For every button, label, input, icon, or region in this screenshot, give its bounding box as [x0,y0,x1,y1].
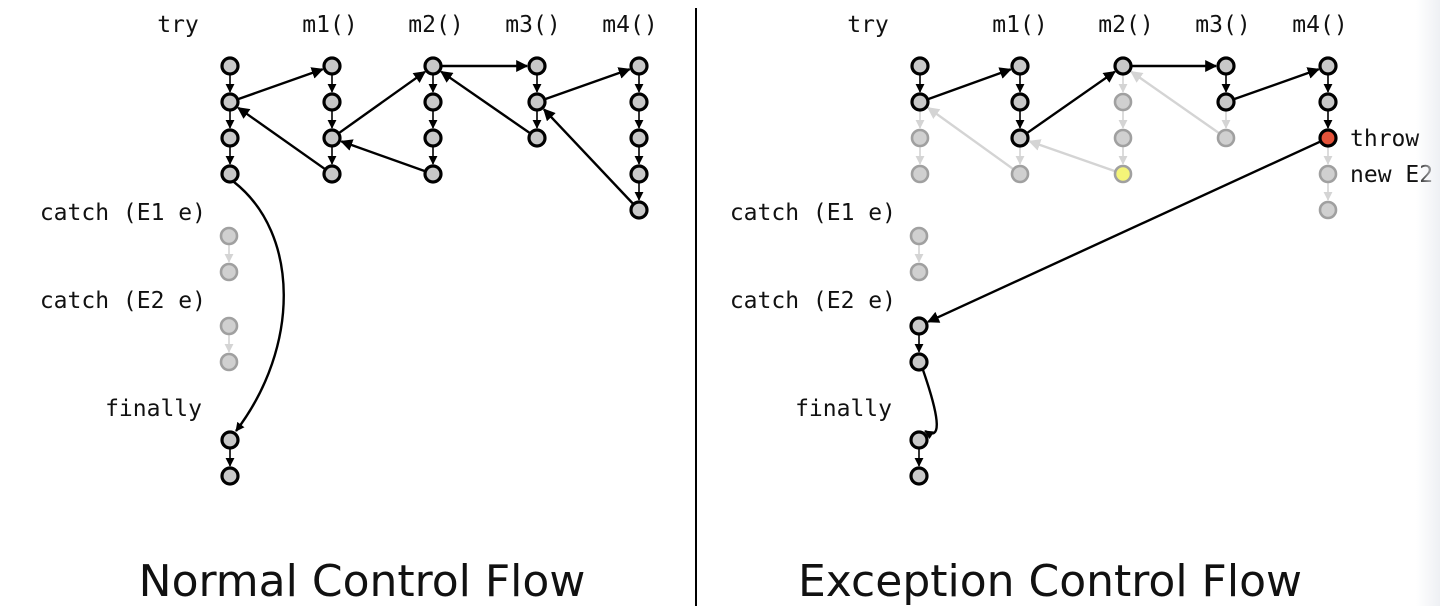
node-m4-2 [629,128,649,148]
node-finally-1 [909,466,929,486]
label-catch-e2: catch (E2 e) [730,288,896,314]
node-m4-0 [629,56,649,76]
node-m4-4 [1318,200,1338,220]
node-m3-1 [1216,92,1236,112]
panel-exception-control-flow: try m1() m2() m3() m4() catch (E1 e) cat… [730,12,1433,606]
node-m1-0 [1010,56,1030,76]
node-catch2-0 [909,316,929,336]
node-try-3 [220,164,240,184]
window-edge [1416,0,1440,606]
node-m1-2 [322,128,342,148]
edge-m3-1-to-m4-0 [545,67,631,101]
annotation-throw: throw [1350,126,1419,152]
edge-m2-3-to-m1-2 [1028,139,1115,173]
node-m4-3 [629,164,649,184]
node-m1-3 [322,164,342,184]
node-m3-1 [527,92,547,112]
node-m3-2 [527,128,547,148]
node-try-1 [220,92,240,112]
node-try-2 [220,128,240,148]
node-catch2-0 [219,316,239,336]
node-m2-2 [423,128,443,148]
label-catch-e2: catch (E2 e) [40,288,206,314]
node-catch2-1 [219,352,239,372]
node-catch1-0 [219,226,239,246]
node-try-2 [910,128,930,148]
node-m4-2 [1318,128,1338,148]
label-finally: finally [105,396,202,422]
node-catch1-1 [909,262,929,282]
node-finally-0 [909,430,929,450]
node-m1-1 [1010,92,1030,112]
node-m2-1 [1113,92,1133,112]
label-m4: m4() [1292,12,1347,38]
node-m4-1 [629,92,649,112]
label-m3: m3() [1195,12,1250,38]
label-m1: m1() [302,12,357,38]
edge-m1-2-to-m2-0 [1026,70,1116,134]
node-m2-1 [423,92,443,112]
node-m3-0 [1216,56,1236,76]
label-m4: m4() [602,12,657,38]
node-m1-3 [1010,164,1030,184]
node-finally-0 [220,430,240,450]
edge-catch2-1-to-finally-0 [921,369,938,440]
node-m4-4 [629,200,649,220]
node-m2-0 [423,56,443,76]
label-m2: m2() [1098,12,1153,38]
label-try: try [847,12,889,38]
edge-m1-3-to-try-1 [927,106,1014,170]
node-m4-1 [1318,92,1338,112]
edge-m3-2-to-m2-0 [1130,70,1220,134]
edge-try-1-to-m1-0 [928,67,1012,101]
edge-m3-1-to-m4-0 [1234,67,1320,101]
node-m2-0 [1113,56,1133,76]
label-m3: m3() [505,12,560,38]
node-m1-0 [322,56,342,76]
label-m1: m1() [992,12,1047,38]
label-finally: finally [795,396,892,422]
label-catch-e1: catch (E1 e) [730,200,896,226]
panel-title: Normal Control Flow [139,556,586,606]
edge-m3-2-to-m2-0 [440,70,531,134]
panel-normal-control-flow: try m1() m2() m3() m4() catch (E1 e) cat… [40,12,658,606]
edge-m1-3-to-try-1 [237,106,326,170]
node-m4-0 [1318,56,1338,76]
node-finally-1 [220,466,240,486]
node-m1-2 [1010,128,1030,148]
node-m3-0 [527,56,547,76]
edge-try-1-to-m1-0 [238,67,324,101]
node-try-0 [910,56,930,76]
node-try-1 [910,92,930,112]
edge-m1-2-to-m2-0 [338,70,426,134]
node-m1-1 [322,92,342,112]
node-catch1-0 [909,226,929,246]
edge-try-3-to-finally-0 [233,181,285,432]
edge-m4-2-to-catch2-0 [927,140,1321,323]
label-m2: m2() [408,12,463,38]
node-m2-2 [1113,128,1133,148]
node-m2-3 [423,164,443,184]
panel-title: Exception Control Flow [798,556,1302,606]
node-catch1-1 [219,262,239,282]
label-try: try [157,12,199,38]
edge-m2-3-to-m1-2 [340,139,425,173]
node-m3-2 [1216,128,1236,148]
label-catch-e1: catch (E1 e) [40,200,206,226]
node-m2-3 [1113,164,1133,184]
node-try-0 [220,56,240,76]
node-m4-3 [1318,164,1338,184]
edge-m4-4-to-m3-1 [543,108,634,205]
node-catch2-1 [909,352,929,372]
node-try-3 [910,164,930,184]
